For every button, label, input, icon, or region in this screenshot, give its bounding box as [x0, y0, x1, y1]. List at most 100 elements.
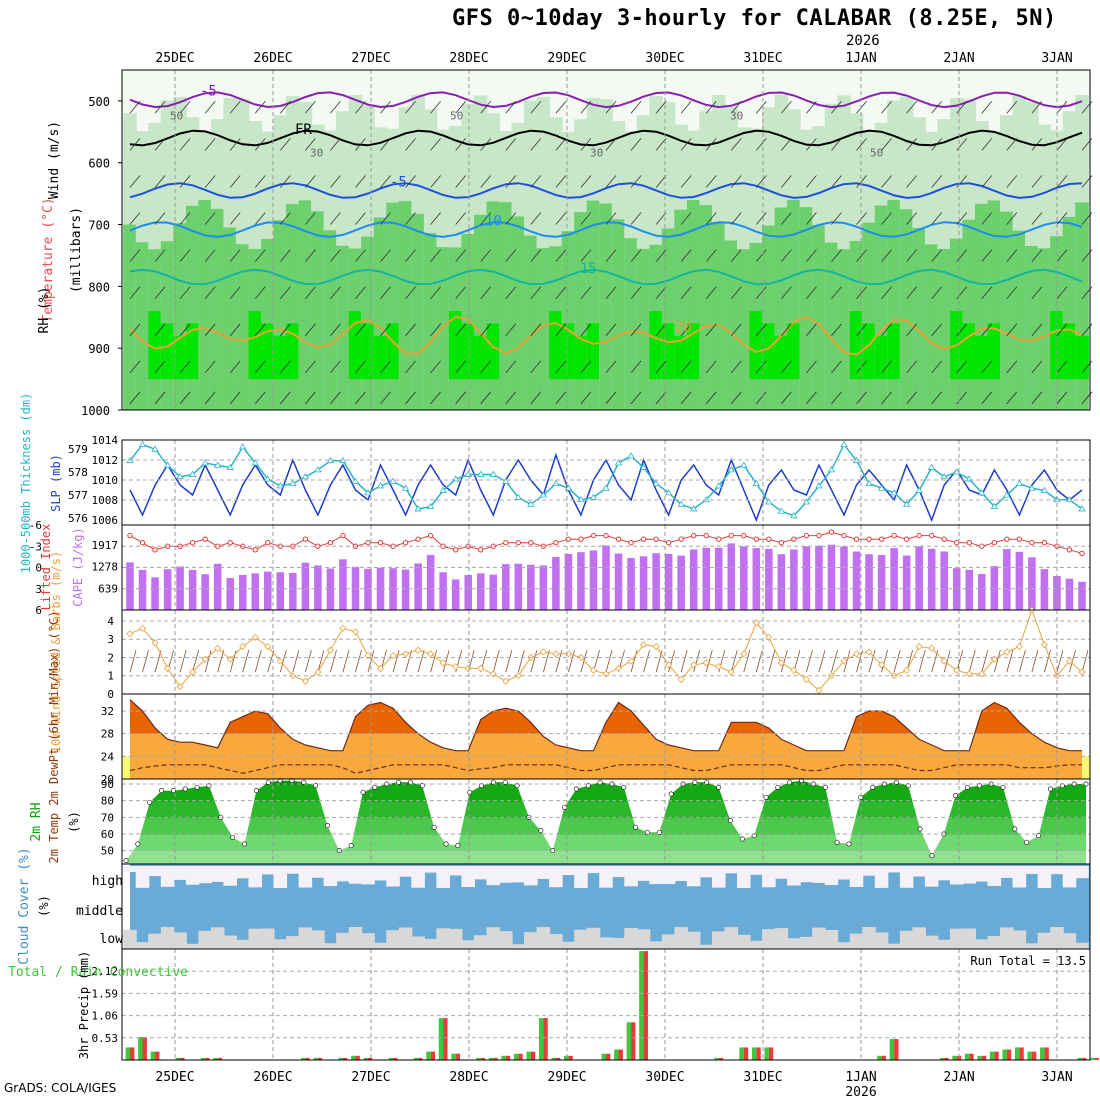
cape-bar: [589, 550, 598, 610]
rh-mid-band: [336, 245, 350, 410]
wind-barb: [1031, 175, 1043, 188]
rh-marker: [455, 843, 461, 849]
cloud-low-gap: [674, 927, 688, 949]
wind-barb: [956, 138, 968, 151]
wind-frame: [121, 609, 1091, 695]
rh-marker: [644, 829, 650, 835]
wind-speed-marker: [301, 677, 309, 685]
wind-barb: [1006, 249, 1018, 262]
wind-barb: [768, 650, 776, 673]
thickness-marker: [213, 461, 222, 468]
cloud-low-gap: [975, 939, 989, 949]
wind-barb: [280, 286, 291, 299]
pressure-tick-label: 800: [88, 280, 110, 294]
rh-marker: [1012, 826, 1018, 832]
wind-barb: [405, 286, 416, 299]
wind-barb: [705, 360, 717, 374]
convective-bar: [305, 1057, 310, 1060]
cape-bar: [502, 564, 510, 610]
wind-barb: [756, 249, 767, 262]
wind-barb: [455, 249, 466, 262]
wind-barb: [730, 138, 742, 151]
rh-marker: [301, 779, 307, 785]
wind-barb: [355, 323, 366, 337]
rain-bar: [964, 1053, 970, 1060]
rh-bright-band: [286, 323, 300, 380]
cross-section-frame: [121, 69, 1091, 411]
rh-marker: [1024, 839, 1030, 845]
rh-mid-band: [135, 242, 150, 410]
cloud-low-gap: [473, 935, 488, 949]
lifted-index-marker: [202, 536, 208, 542]
wind-speed-marker: [903, 666, 911, 674]
rh-marker: [490, 779, 496, 785]
wind-barb: [906, 323, 917, 337]
date-label-top: 30DEC: [645, 51, 684, 66]
slp-tick-label: 1014: [92, 434, 119, 447]
wind-barb: [806, 101, 817, 114]
wind-barb: [480, 286, 492, 299]
thickness-marker: [477, 470, 485, 477]
wind-barb: [1031, 360, 1043, 374]
pressure-axis-label: (millibars): [69, 207, 84, 293]
cloud-low-gap: [524, 932, 538, 949]
rh-marker: [538, 828, 544, 834]
cape-bar: [401, 569, 410, 610]
cloud-high-gap: [737, 866, 751, 888]
wind-barb: [154, 101, 166, 114]
cloud-high-gap: [461, 866, 475, 888]
cloud-level-label: middle: [76, 904, 123, 919]
wind-barb: [806, 391, 817, 405]
wind-barb: [229, 286, 241, 299]
thickness-marker: [1028, 484, 1036, 491]
rh-mid-band: [223, 227, 237, 410]
cloud-low-gap: [210, 927, 225, 949]
rh-contour-label: 50: [450, 109, 463, 122]
slp-tick-label: 1010: [92, 474, 119, 487]
rh-marker: [656, 829, 662, 835]
wind-barb: [781, 391, 792, 405]
wind-tick-label: 0: [107, 688, 114, 701]
wind-barb: [455, 360, 466, 374]
wind-barb: [655, 249, 667, 262]
wind-barb: [392, 650, 400, 673]
rh-marker: [633, 824, 639, 830]
wind-barb: [680, 650, 688, 673]
cloud-high-gap: [849, 866, 864, 887]
wind-speed-marker: [802, 675, 810, 683]
wind-barb: [242, 650, 250, 673]
thickness-marker: [251, 459, 259, 466]
wind-barb: [1081, 650, 1089, 673]
cloud-low-gap: [185, 943, 200, 949]
cloud-high-gap: [336, 866, 350, 882]
wind-barb: [405, 249, 416, 262]
wind-barb: [380, 101, 391, 114]
wind-barb: [680, 101, 692, 114]
rh-mid-band: [611, 219, 626, 410]
cloud-low-gap: [386, 930, 400, 949]
lifted-index-marker: [427, 532, 434, 539]
wind-speed-marker: [640, 641, 648, 649]
wind-barb: [179, 138, 191, 151]
rh-mid-band: [323, 230, 338, 410]
rain-bar: [526, 1051, 531, 1060]
cloud-high-gap: [499, 866, 513, 883]
rh-marker: [822, 784, 828, 790]
wind-barb: [154, 286, 166, 299]
wind-barb: [906, 101, 917, 114]
rain-bar: [1040, 1047, 1045, 1060]
precip-tick-label: 1.06: [92, 1010, 119, 1023]
cloud-high-gap: [912, 866, 926, 877]
convective-bar: [393, 1057, 398, 1060]
convective-bar: [1044, 1047, 1049, 1060]
wind-barb: [129, 360, 141, 374]
cloud-high-gap: [899, 866, 914, 888]
wind-barb: [305, 286, 316, 299]
wind-barb: [555, 175, 567, 188]
wind-barb: [430, 138, 441, 151]
wind-barb: [981, 391, 993, 405]
wind-barb: [405, 101, 416, 114]
cloud-high-gap: [649, 866, 663, 885]
rh-mid-band: [1012, 230, 1027, 410]
wind-barb: [129, 138, 141, 151]
